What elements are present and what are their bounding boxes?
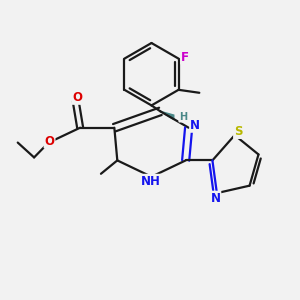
- Text: H: H: [179, 112, 188, 122]
- Text: O: O: [72, 91, 82, 104]
- Text: F: F: [181, 51, 189, 64]
- Text: NH: NH: [141, 175, 161, 188]
- Text: N: N: [190, 119, 200, 132]
- Text: N: N: [210, 192, 220, 205]
- Text: O: O: [44, 135, 55, 148]
- Text: S: S: [234, 125, 242, 138]
- Polygon shape: [160, 111, 174, 119]
